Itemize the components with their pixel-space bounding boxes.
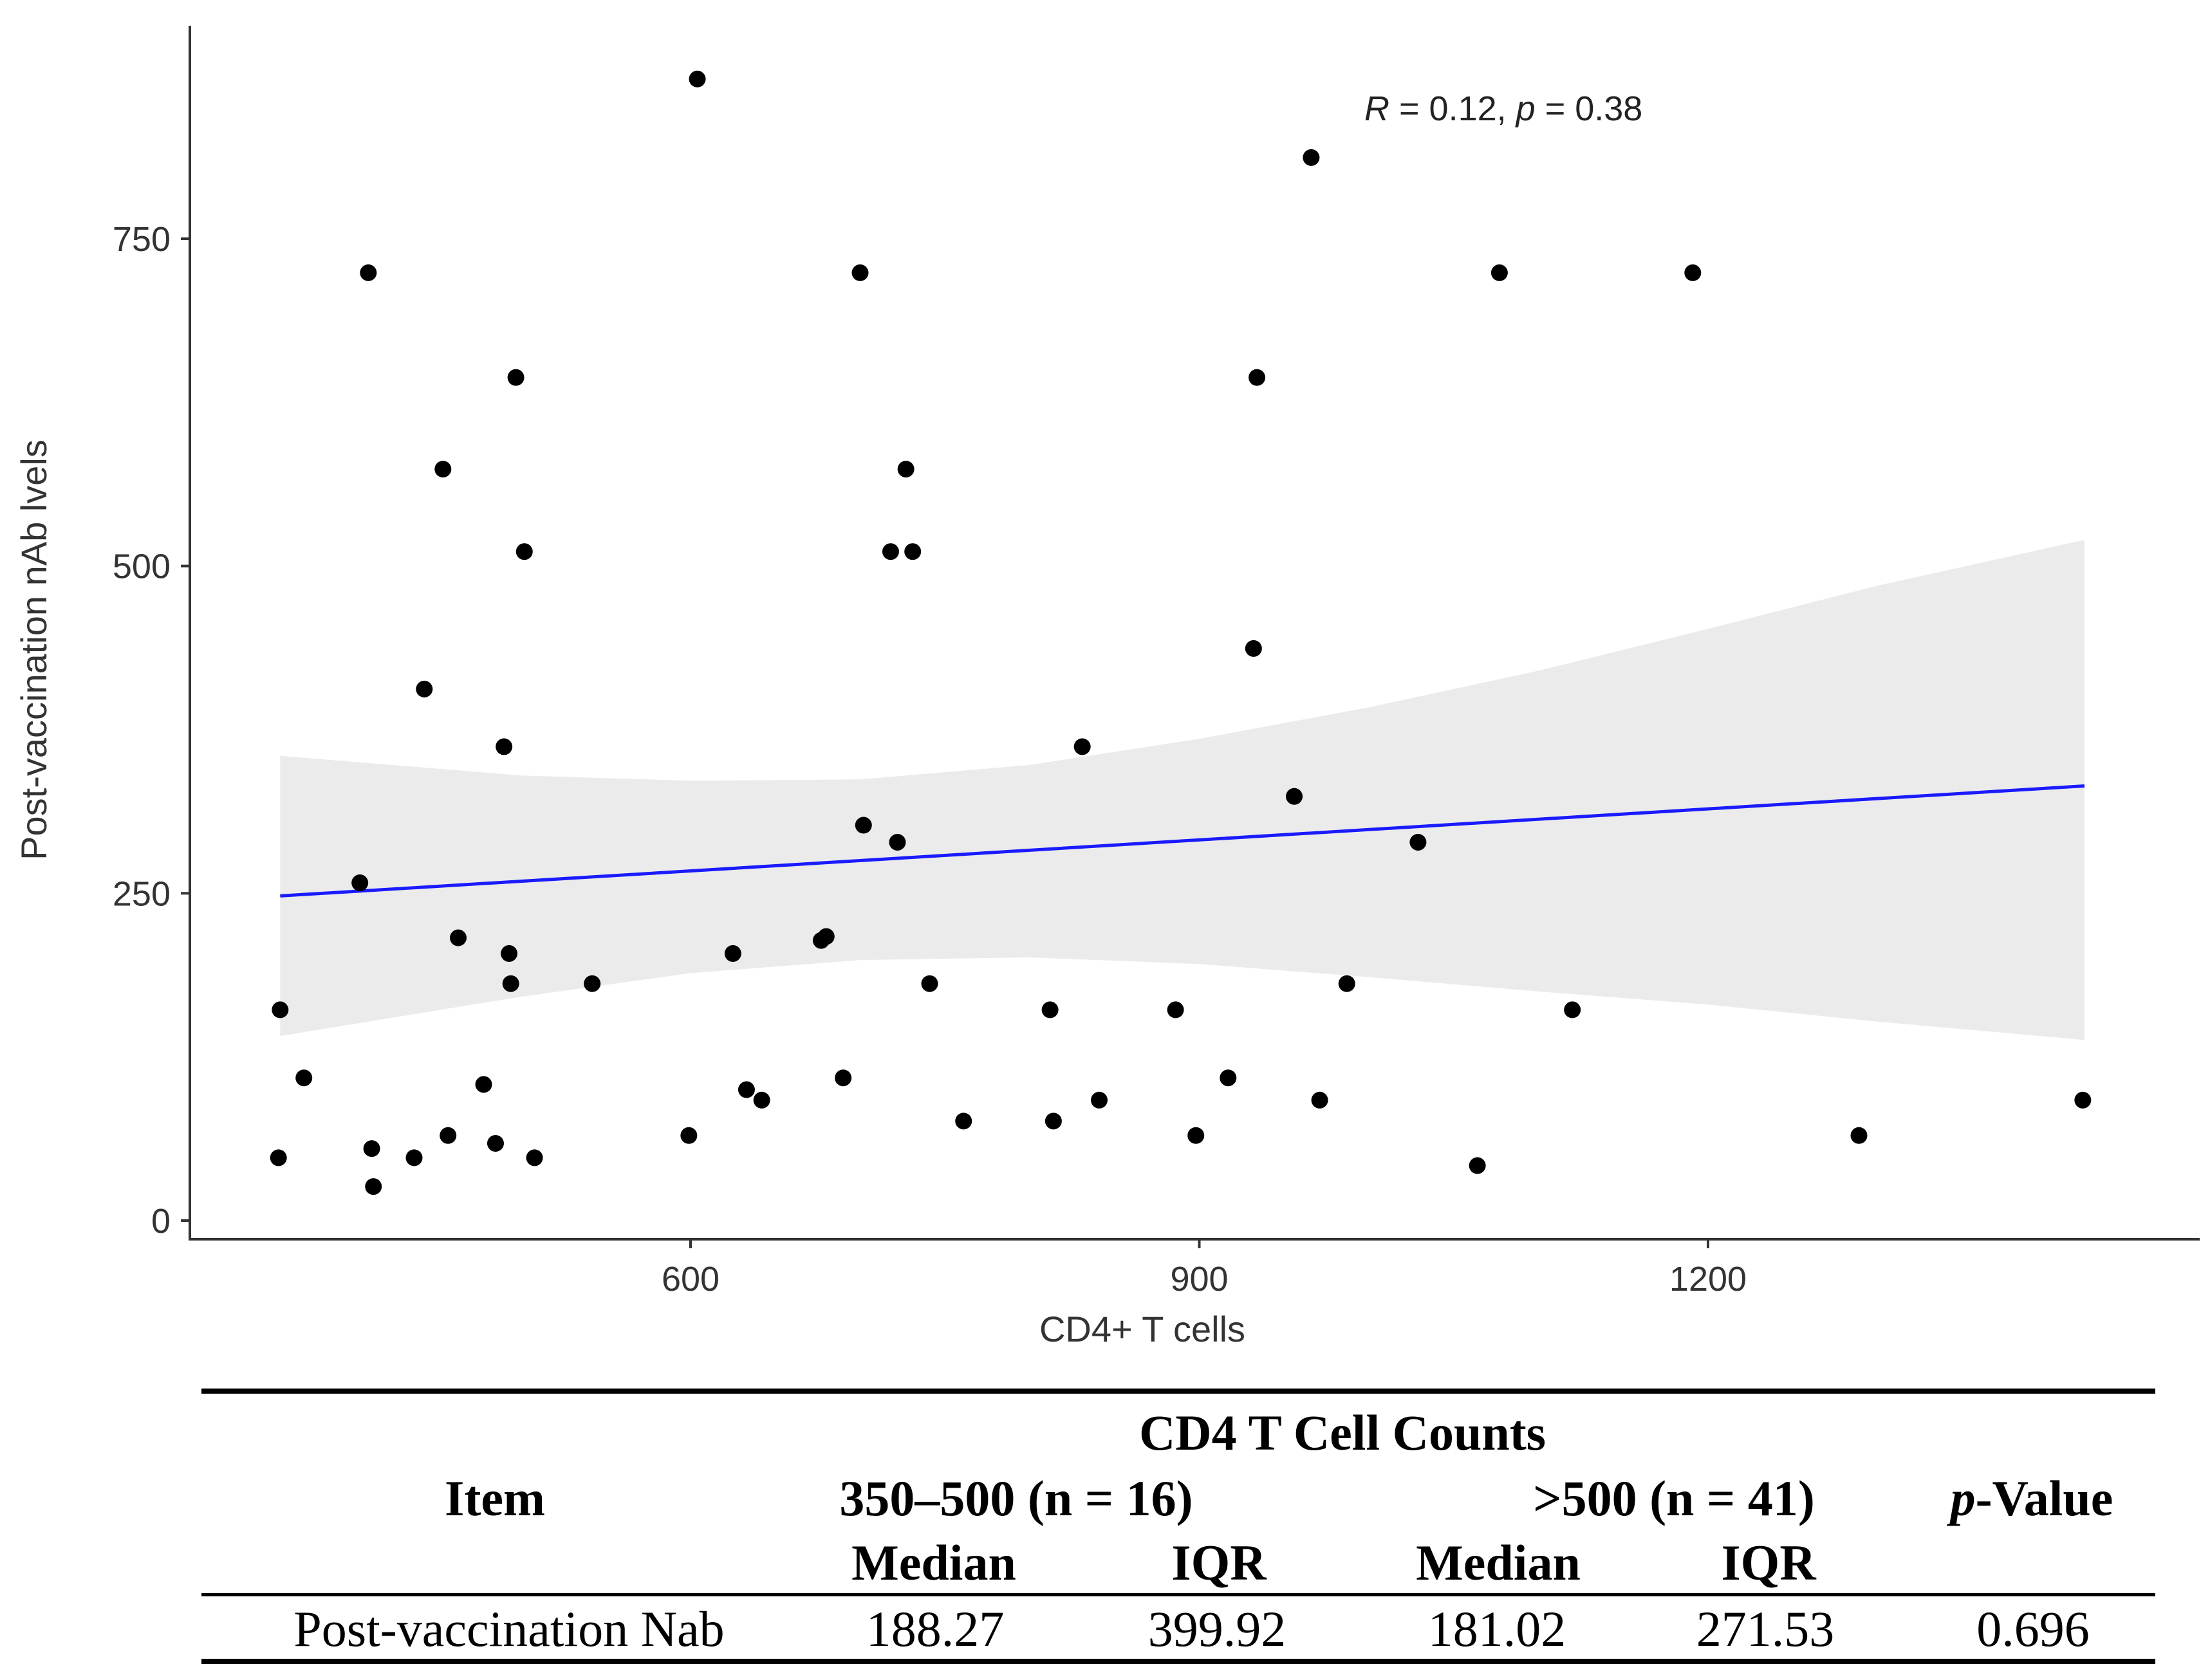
data-point <box>1045 1112 1062 1130</box>
x-axis-ticks: 600 900 1200 <box>662 1239 1747 1298</box>
data-point <box>272 1001 289 1019</box>
data-point <box>680 1127 698 1144</box>
table-g2-median: 181.02 <box>1427 1601 1566 1657</box>
table-pvalue-header: p-Value <box>1951 1473 2113 1524</box>
data-point <box>921 975 938 992</box>
data-point <box>851 264 869 281</box>
data-point <box>450 929 467 946</box>
data-point <box>904 543 922 560</box>
data-point <box>1220 1069 1237 1087</box>
r-symbol: R <box>1364 89 1389 128</box>
table-g1-iqr-header: IQR <box>1171 1535 1267 1591</box>
x-tick-label: 600 <box>662 1260 720 1298</box>
scatter-chart: 600 900 1200 0 250 500 750 CD4+ T cells Post-… <box>14 26 2200 1349</box>
data-point <box>502 975 519 992</box>
y-tick-label: 250 <box>113 874 171 913</box>
data-point <box>475 1076 492 1093</box>
p-value: = 0.38 <box>1536 89 1643 128</box>
table-item-header: Item <box>445 1470 545 1526</box>
data-point <box>724 945 741 962</box>
table-g2-iqr: 271.53 <box>1696 1601 1835 1657</box>
data-point <box>1490 264 1508 281</box>
x-tick-label: 900 <box>1170 1260 1228 1298</box>
pvalue-rest: -Value <box>1975 1470 2113 1526</box>
confidence-band <box>280 540 2085 1040</box>
table-group-header: CD4 T Cell Counts <box>1138 1405 1546 1461</box>
p-symbol: p <box>1515 89 1536 128</box>
data-point <box>738 1081 755 1098</box>
data-point <box>440 1127 457 1144</box>
x-axis-label: CD4+ T cells <box>1039 1309 1245 1349</box>
data-point <box>1167 1001 1184 1019</box>
y-tick-label: 500 <box>113 548 171 586</box>
data-point <box>363 1140 380 1158</box>
data-point <box>434 461 452 478</box>
data-point <box>487 1134 504 1152</box>
data-point <box>1187 1127 1205 1144</box>
data-point <box>1469 1157 1486 1174</box>
table-group1-header: 350–500 (n = 16) <box>839 1470 1193 1526</box>
table-bottom-rule <box>201 1659 2155 1664</box>
data-point <box>365 1178 382 1195</box>
pvalue-italic: p <box>1950 1470 1976 1526</box>
r-value: = 0.12, <box>1389 89 1516 128</box>
data-point <box>1303 149 1320 166</box>
table-row-label: Post-vaccination Nab <box>293 1601 725 1657</box>
data-point <box>1564 1001 1581 1019</box>
table-g1-median-header: Median <box>851 1535 1016 1591</box>
data-point <box>817 928 835 945</box>
data-point <box>295 1069 313 1087</box>
data-point <box>955 1112 972 1130</box>
data-point <box>351 874 369 892</box>
data-point <box>689 70 706 88</box>
data-point <box>2074 1091 2092 1109</box>
table-group2-header: >500 (n = 41) <box>1533 1470 1815 1526</box>
data-point <box>889 833 906 851</box>
table-top-rule <box>201 1389 2155 1394</box>
data-point <box>1286 788 1303 805</box>
correlation-annotation: R = 0.12, p = 0.38 <box>1364 89 1642 128</box>
data-point <box>526 1149 543 1167</box>
table-mid-rule <box>201 1593 2155 1596</box>
data-point <box>1041 1001 1059 1019</box>
data-point <box>1245 640 1262 657</box>
data-point <box>360 264 377 281</box>
x-tick-label: 1200 <box>1669 1260 1747 1298</box>
data-point <box>882 543 899 560</box>
table-g1-iqr: 399.92 <box>1147 1601 1286 1657</box>
data-point <box>515 543 533 560</box>
y-axis-ticks: 0 250 500 750 <box>113 220 190 1241</box>
data-point <box>507 369 525 386</box>
table-g1-median: 188.27 <box>866 1601 1005 1657</box>
y-axis-label: Post-vaccination nAb lvels <box>14 439 54 860</box>
data-point <box>1684 264 1702 281</box>
data-point <box>1338 975 1355 992</box>
data-point <box>501 945 518 962</box>
data-point <box>753 1091 770 1109</box>
table-g2-median-header: Median <box>1416 1535 1581 1591</box>
data-point <box>496 738 513 755</box>
data-point <box>270 1149 287 1167</box>
y-tick-label: 0 <box>151 1202 171 1241</box>
y-tick-label: 750 <box>113 220 171 259</box>
data-point <box>584 975 601 992</box>
data-point <box>835 1069 852 1087</box>
data-point <box>855 817 872 834</box>
data-point <box>405 1149 423 1167</box>
data-point <box>897 461 915 478</box>
data-point <box>416 680 433 697</box>
data-point <box>1409 833 1427 851</box>
regression-line <box>280 784 2085 898</box>
data-point <box>1073 738 1091 755</box>
table-pvalue: 0.696 <box>1976 1601 2090 1657</box>
data-point <box>1311 1091 1328 1109</box>
data-point <box>1850 1127 1868 1144</box>
data-point <box>1249 369 1266 386</box>
data-points <box>270 70 2092 1195</box>
table-g2-iqr-header: IQR <box>1721 1535 1816 1591</box>
data-point <box>1091 1091 1108 1109</box>
